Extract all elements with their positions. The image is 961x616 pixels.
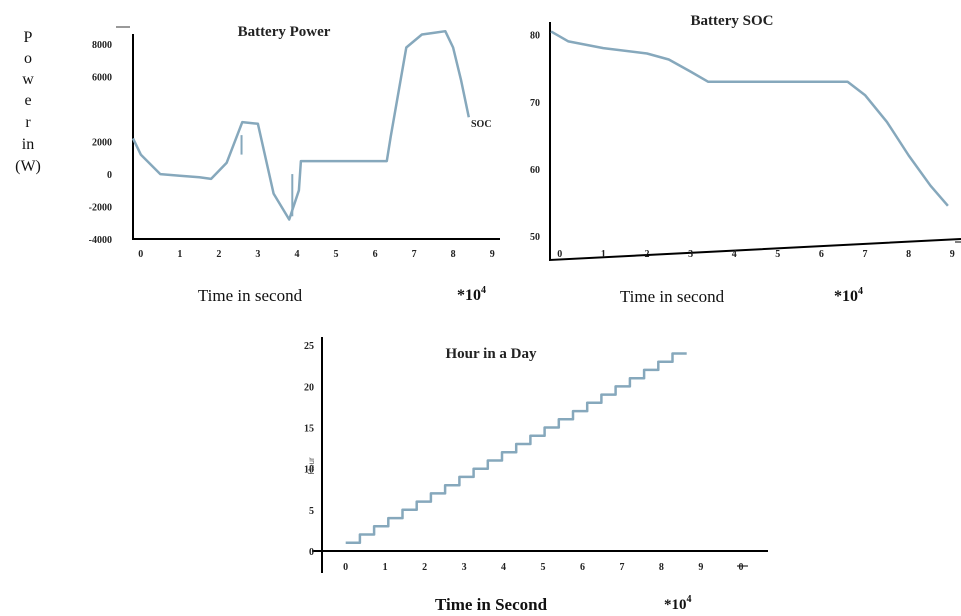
battery-soc-y-ticks: 80 70 60 50 bbox=[530, 31, 540, 243]
power-y-label-letter: w bbox=[22, 71, 34, 88]
power-y-label-letter: in bbox=[22, 136, 34, 153]
power-x-tick-label: 7 bbox=[412, 249, 417, 260]
power-y-tick-label: 8000 bbox=[92, 40, 112, 51]
power-x-tick-label: 9 bbox=[490, 249, 495, 260]
power-x-tick-label: 2 bbox=[216, 249, 221, 260]
soc-x-tick-label: 6 bbox=[819, 249, 824, 260]
soc-x-tick-label: 1 bbox=[601, 249, 606, 260]
hour-x-label: Time in Second bbox=[435, 595, 548, 614]
soc-x-tick-label: 4 bbox=[732, 249, 737, 260]
battery-power-x-label: Time in second bbox=[198, 286, 303, 305]
power-y-label-letter: P bbox=[24, 29, 33, 46]
battery-soc-axes bbox=[549, 22, 961, 262]
battery-soc-x-label: Time in second bbox=[620, 287, 725, 306]
power-x-tick-label: 0 bbox=[138, 249, 143, 260]
power-y-tick-label: -2000 bbox=[89, 203, 112, 214]
battery-soc-series bbox=[550, 30, 949, 207]
power-y-axis-label: Power in (W) bbox=[15, 29, 41, 175]
soc-x-tick-label: 7 bbox=[863, 249, 868, 260]
battery-soc-title: Battery SOC bbox=[691, 13, 774, 29]
power-y-tick-label: 0 bbox=[107, 170, 112, 181]
battery-power-x-ticks: 0 1 2 3 4 5 6 7 8 9 bbox=[138, 249, 494, 260]
battery-soc-chart: Battery SOC 80 70 60 50 0 1 2 3 4 5 6 7 8 9 Time in … bbox=[530, 13, 961, 306]
battery-power-y-ticks: 8000 6000 2000 0 -2000 -4000 bbox=[89, 40, 112, 246]
soc-annotation: SOC bbox=[471, 119, 492, 130]
soc-x-tick-label: 8 bbox=[906, 249, 911, 260]
hour-y-tick-label: 5 bbox=[309, 506, 314, 517]
hour-x-tick-label: 5 bbox=[541, 562, 546, 573]
power-x-tick-label: 5 bbox=[334, 249, 339, 260]
hour-in-day-chart: Hour in a Day Hour 25 20 15 10 5 0 0 1 2 3 4 5 6 7 8 9… bbox=[304, 337, 768, 614]
hour-x-tick-label: 3 bbox=[462, 562, 467, 573]
soc-x-tick-label: 9 bbox=[950, 249, 955, 260]
battery-power-series bbox=[131, 29, 471, 221]
battery-power-title: Battery Power bbox=[238, 24, 331, 40]
battery-soc-x-ticks: 0 1 2 3 4 5 6 7 8 9 bbox=[557, 241, 961, 260]
power-y-label-letter: o bbox=[24, 50, 32, 67]
hour-x-tick-label: 0 bbox=[343, 562, 348, 573]
hour-y-tick-label: 10 bbox=[304, 465, 314, 476]
hour-y-ticks: 25 20 15 10 5 0 bbox=[304, 341, 314, 558]
power-x-tick-label: 4 bbox=[294, 249, 299, 260]
hour-x-tick-label: 1 bbox=[383, 562, 388, 573]
battery-power-x-multiplier: *104 bbox=[457, 285, 486, 304]
power-y-tick-label: -4000 bbox=[89, 235, 112, 246]
battery-power-chart: Battery Power 8000 6000 2000 0 -2000 -4000 0 1… bbox=[15, 24, 500, 305]
soc-x-tick-label: 5 bbox=[775, 249, 780, 260]
hour-x-tick-label: 4 bbox=[501, 562, 506, 573]
power-x-tick-label: 3 bbox=[255, 249, 260, 260]
soc-x-tick-label: 3 bbox=[688, 249, 693, 260]
power-y-label-letter: r bbox=[25, 114, 31, 131]
power-y-tick-label: 6000 bbox=[92, 73, 112, 84]
soc-y-tick-label: 60 bbox=[530, 165, 540, 176]
soc-y-tick-label: 50 bbox=[530, 232, 540, 243]
power-series-line bbox=[131, 29, 471, 221]
hour-x-multiplier: *104 bbox=[664, 594, 692, 613]
hour-y-label: Hour bbox=[307, 457, 316, 475]
soc-series-line bbox=[550, 30, 949, 207]
hour-step-line bbox=[345, 352, 687, 545]
soc-x-tick-label: 0 bbox=[557, 249, 562, 260]
hour-y-tick-label: 0 bbox=[309, 547, 314, 558]
hour-x-tick-label: 9 bbox=[698, 562, 703, 573]
battery-power-axes bbox=[132, 34, 500, 240]
hour-series bbox=[345, 352, 687, 545]
hour-y-tick-label: 20 bbox=[304, 382, 314, 393]
soc-x-tick-label: 2 bbox=[644, 249, 649, 260]
power-y-label-letter: e bbox=[24, 92, 31, 109]
power-x-tick-label: 8 bbox=[451, 249, 456, 260]
hour-x-tick-label: 7 bbox=[619, 562, 624, 573]
power-x-tick-label: 1 bbox=[177, 249, 182, 260]
hour-x-tick-label: 2 bbox=[422, 562, 427, 573]
battery-soc-x-multiplier: *104 bbox=[834, 286, 863, 305]
soc-y-tick-label: 80 bbox=[530, 31, 540, 42]
power-y-tick-label: 2000 bbox=[92, 138, 112, 149]
hour-chart-title: Hour in a Day bbox=[446, 346, 537, 362]
hour-y-tick-label: 25 bbox=[304, 341, 314, 352]
power-y-label-letter: (W) bbox=[15, 158, 41, 175]
hour-extra-tick-label: 0 bbox=[739, 562, 744, 573]
hour-x-ticks: 0 1 2 3 4 5 6 7 8 9 0 bbox=[343, 562, 743, 573]
soc-y-tick-label: 70 bbox=[530, 98, 540, 109]
hour-x-tick-label: 8 bbox=[659, 562, 664, 573]
power-x-tick-label: 6 bbox=[373, 249, 378, 260]
hour-y-tick-label: 15 bbox=[304, 424, 314, 435]
hour-x-tick-label: 6 bbox=[580, 562, 585, 573]
